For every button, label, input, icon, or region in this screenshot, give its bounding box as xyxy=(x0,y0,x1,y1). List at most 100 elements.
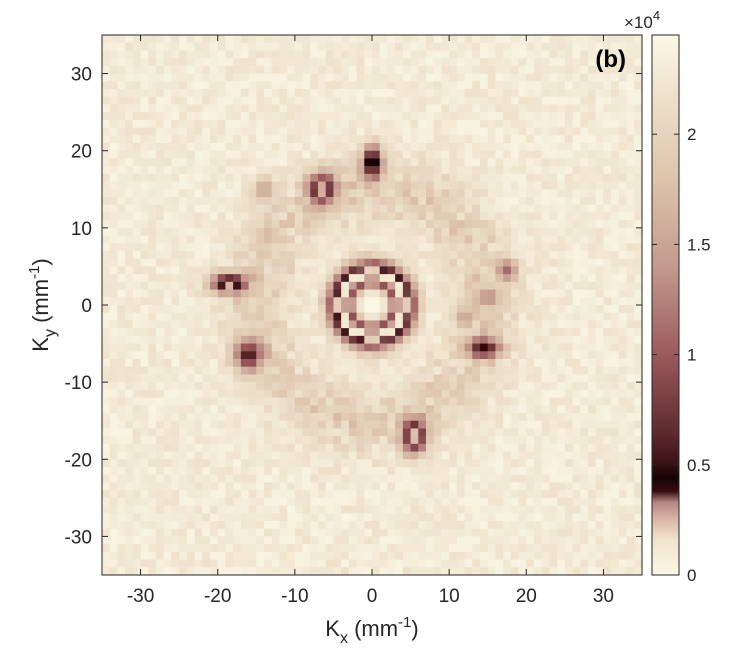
heatmap-cell xyxy=(456,482,466,491)
heatmap-cell xyxy=(418,389,427,399)
heatmap-cell xyxy=(171,521,180,530)
heatmap-cell xyxy=(534,73,543,82)
heatmap-cell xyxy=(240,559,250,568)
heatmap-cell xyxy=(441,490,450,499)
heatmap-cell xyxy=(271,297,281,306)
heatmap-cell xyxy=(410,436,419,445)
heatmap-cell xyxy=(410,143,419,152)
heatmap-cell xyxy=(611,382,620,391)
heatmap-cell xyxy=(217,73,227,82)
heatmap-cell xyxy=(472,127,481,136)
heatmap-cell xyxy=(626,258,635,268)
heatmap-cell xyxy=(156,482,165,491)
heatmap-cell xyxy=(603,320,612,329)
heatmap-cell xyxy=(611,258,620,268)
heatmap-cell xyxy=(202,312,211,322)
heatmap-cell xyxy=(395,389,404,399)
colorbar-multiplier-exponent: 4 xyxy=(653,8,660,23)
heatmap-cell xyxy=(395,251,404,260)
heatmap-cell xyxy=(395,467,404,476)
heatmap-cell xyxy=(333,513,342,522)
heatmap-cell xyxy=(248,227,257,237)
heatmap-cell xyxy=(202,513,211,522)
heatmap-cell xyxy=(240,343,250,352)
heatmap-cell xyxy=(564,374,574,383)
heatmap-cell xyxy=(171,443,180,453)
heatmap-cell xyxy=(333,374,342,383)
heatmap-cell xyxy=(472,328,481,337)
heatmap-cell xyxy=(379,305,389,314)
heatmap-cell xyxy=(603,251,612,260)
heatmap-cell xyxy=(140,528,149,538)
heatmap-cell xyxy=(186,227,196,237)
heatmap-cell xyxy=(325,212,335,221)
heatmap-cell xyxy=(433,497,443,507)
heatmap-cell xyxy=(595,443,605,453)
heatmap-cell xyxy=(611,243,620,252)
heatmap-cell xyxy=(426,173,435,183)
heatmap-cell xyxy=(503,459,512,468)
heatmap-cell xyxy=(534,166,543,175)
heatmap-cell xyxy=(341,320,350,329)
heatmap-cell xyxy=(179,197,188,206)
heatmap-cell xyxy=(109,58,119,67)
heatmap-cell xyxy=(603,220,612,229)
heatmap-cell xyxy=(611,281,620,291)
heatmap-cell xyxy=(387,328,396,337)
heatmap-cell xyxy=(541,65,551,75)
heatmap-cell xyxy=(557,451,566,460)
heatmap-cell xyxy=(503,474,512,484)
heatmap-cell xyxy=(595,505,605,514)
heatmap-cell xyxy=(518,335,527,345)
heatmap-cell xyxy=(325,436,335,445)
heatmap-cell xyxy=(495,58,504,67)
heatmap-cell xyxy=(202,567,211,576)
heatmap-cell xyxy=(217,42,227,52)
heatmap-cell xyxy=(171,513,180,522)
heatmap-cell xyxy=(310,204,319,214)
heatmap-cell xyxy=(503,312,512,322)
heatmap-cell xyxy=(456,420,466,430)
heatmap-cell xyxy=(495,343,504,352)
heatmap-cell xyxy=(318,328,327,337)
heatmap-cell xyxy=(179,274,188,283)
heatmap-cell xyxy=(572,50,581,59)
heatmap-cell xyxy=(132,135,142,144)
heatmap-cell xyxy=(518,551,527,561)
heatmap-cell xyxy=(595,73,605,82)
heatmap-cell xyxy=(534,81,543,90)
heatmap-cell xyxy=(125,96,134,106)
heatmap-cell xyxy=(456,235,466,244)
heatmap-cell xyxy=(279,459,288,468)
heatmap-cell xyxy=(364,397,373,406)
heatmap-cell xyxy=(179,220,188,229)
heatmap-cell xyxy=(310,320,319,329)
heatmap-cell xyxy=(595,482,605,491)
heatmap-cell xyxy=(186,428,196,437)
heatmap-cell xyxy=(480,389,489,399)
heatmap-cell xyxy=(302,227,311,237)
heatmap-cell xyxy=(634,351,643,360)
heatmap-cell xyxy=(441,521,450,530)
heatmap-cell xyxy=(464,320,473,329)
heatmap-cell xyxy=(379,81,389,90)
heatmap-cell xyxy=(333,305,342,314)
heatmap-cell xyxy=(325,312,335,322)
heatmap-cell xyxy=(464,297,473,306)
heatmap-cell xyxy=(510,289,520,298)
heatmap-cell xyxy=(402,58,412,67)
heatmap-cell xyxy=(441,436,450,445)
heatmap-cell xyxy=(179,104,188,113)
heatmap-cell xyxy=(148,96,157,106)
heatmap-cell xyxy=(456,305,466,314)
heatmap-cell xyxy=(402,382,412,391)
heatmap-cell xyxy=(395,119,404,129)
heatmap-cell xyxy=(480,73,489,82)
heatmap-cell xyxy=(202,451,211,460)
heatmap-cell xyxy=(341,220,350,229)
heatmap-cell xyxy=(618,467,628,476)
heatmap-cell xyxy=(433,65,443,75)
heatmap-cell xyxy=(333,220,342,229)
heatmap-cell xyxy=(225,119,234,129)
heatmap-cell xyxy=(456,42,466,52)
